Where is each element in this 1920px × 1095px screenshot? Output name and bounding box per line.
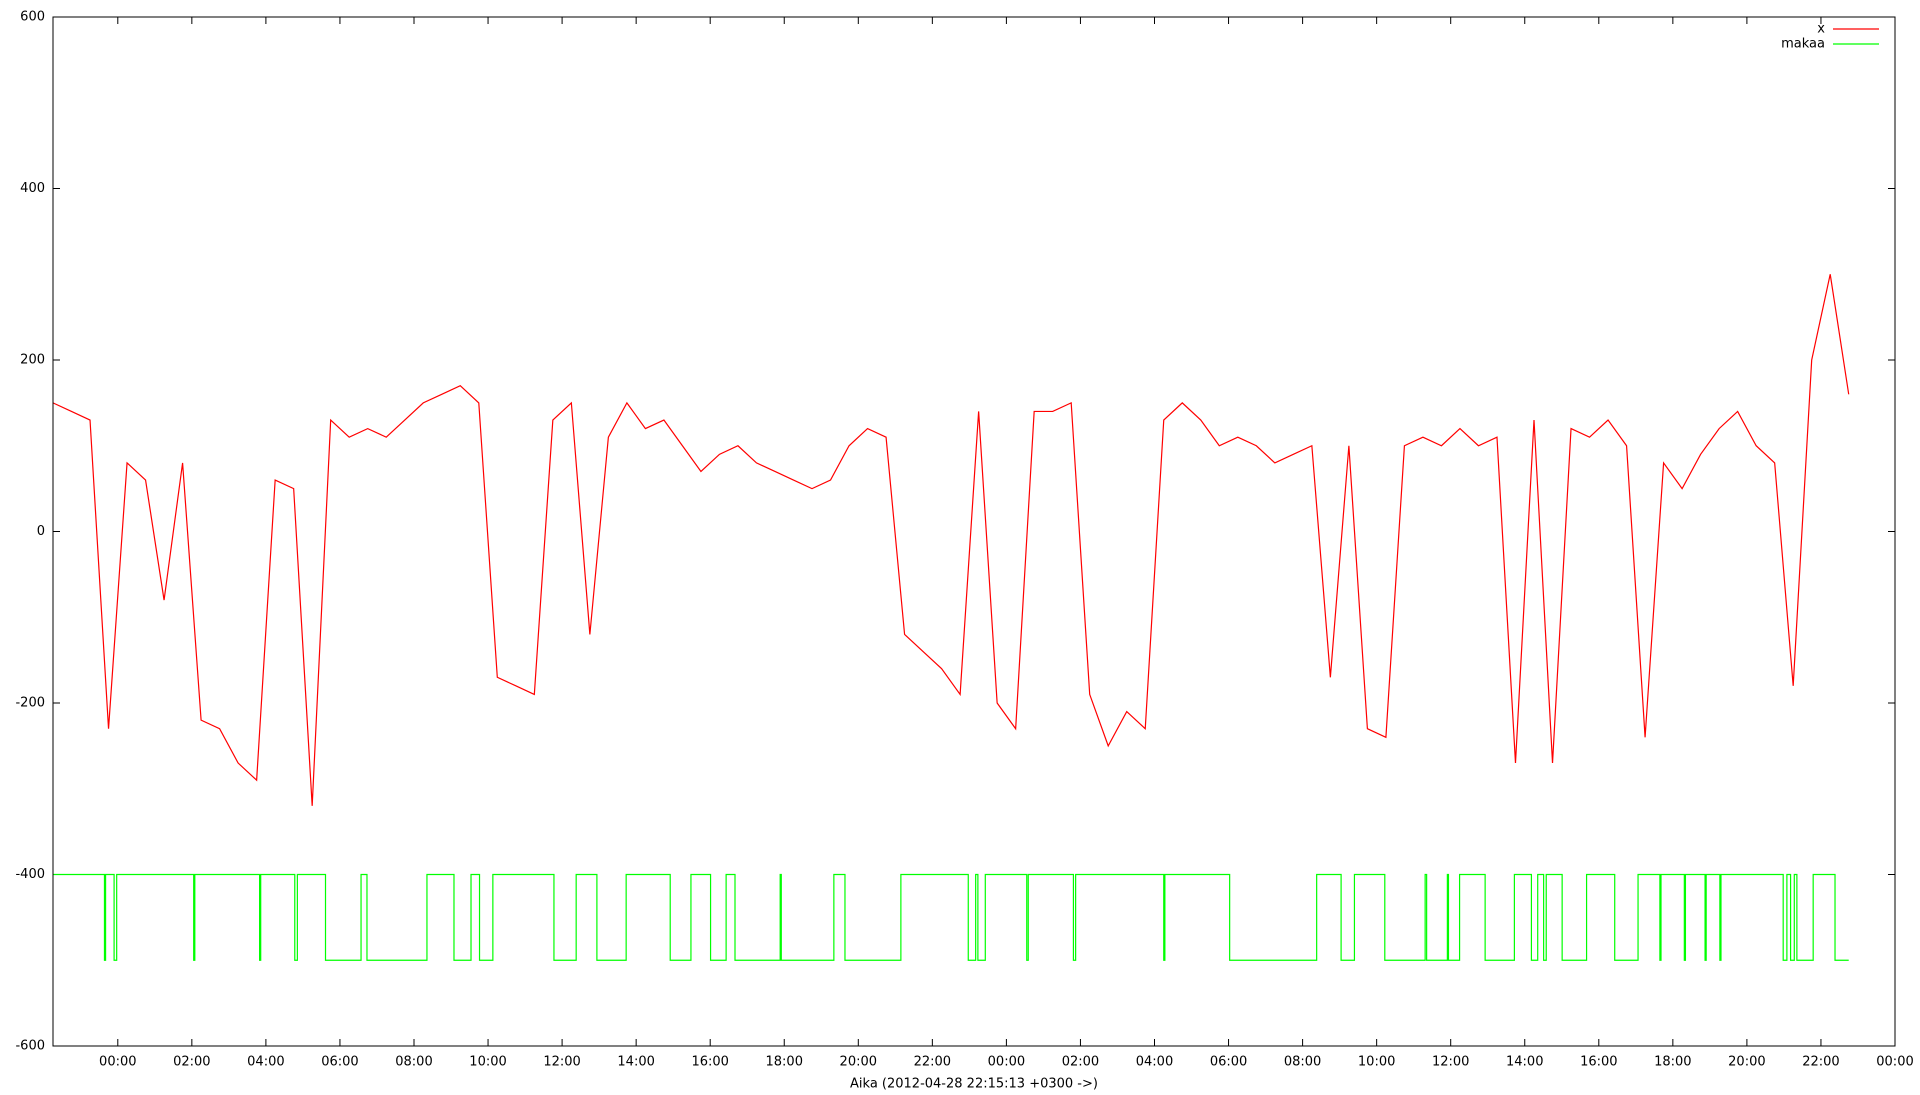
x-tick-label: 16:00 bbox=[1580, 1055, 1617, 1070]
x-tick-label: 12:00 bbox=[543, 1055, 580, 1070]
y-tick-label: -200 bbox=[15, 696, 45, 711]
x-tick-label: 20:00 bbox=[840, 1055, 877, 1070]
y-tick-label: -400 bbox=[15, 867, 45, 882]
y-tick-label: 0 bbox=[37, 524, 45, 539]
x-tick-label: 10:00 bbox=[1358, 1055, 1395, 1070]
x-tick-label: 08:00 bbox=[395, 1055, 432, 1070]
x-tick-label: 06:00 bbox=[321, 1055, 358, 1070]
x-tick-label: 20:00 bbox=[1728, 1055, 1765, 1070]
x-tick-label: 00:00 bbox=[1876, 1055, 1913, 1070]
x-tick-label: 22:00 bbox=[1802, 1055, 1839, 1070]
x-tick-label: 12:00 bbox=[1432, 1055, 1469, 1070]
x-tick-label: 02:00 bbox=[1062, 1055, 1099, 1070]
y-tick-label: 400 bbox=[20, 181, 45, 196]
x-tick-label: 14:00 bbox=[617, 1055, 654, 1070]
x-tick-label: 00:00 bbox=[99, 1055, 136, 1070]
y-tick-label: -600 bbox=[15, 1039, 45, 1054]
y-tick-label: 600 bbox=[20, 10, 45, 25]
x-tick-label: 06:00 bbox=[1210, 1055, 1247, 1070]
series-line bbox=[52, 274, 1850, 806]
x-axis-label: Aika (2012-04-28 22:15:13 +0300 ->) bbox=[850, 1077, 1098, 1092]
legend-label: makaa bbox=[1781, 37, 1825, 52]
x-tick-label: 10:00 bbox=[469, 1055, 506, 1070]
x-tick-label: 04:00 bbox=[1136, 1055, 1173, 1070]
x-tick-label: 18:00 bbox=[1654, 1055, 1691, 1070]
x-tick-label: 08:00 bbox=[1284, 1055, 1321, 1070]
x-tick-label: 02:00 bbox=[173, 1055, 210, 1070]
x-tick-label: 16:00 bbox=[691, 1055, 728, 1070]
x-tick-label: 00:00 bbox=[988, 1055, 1025, 1070]
x-tick-label: 04:00 bbox=[247, 1055, 284, 1070]
x-tick-label: 18:00 bbox=[766, 1055, 803, 1070]
y-tick-label: 200 bbox=[20, 353, 45, 368]
x-tick-label: 22:00 bbox=[914, 1055, 951, 1070]
x-tick-label: 14:00 bbox=[1506, 1055, 1543, 1070]
legend-label: x bbox=[1817, 22, 1825, 37]
series-line bbox=[53, 873, 1849, 961]
plot-border bbox=[52, 16, 1896, 1047]
